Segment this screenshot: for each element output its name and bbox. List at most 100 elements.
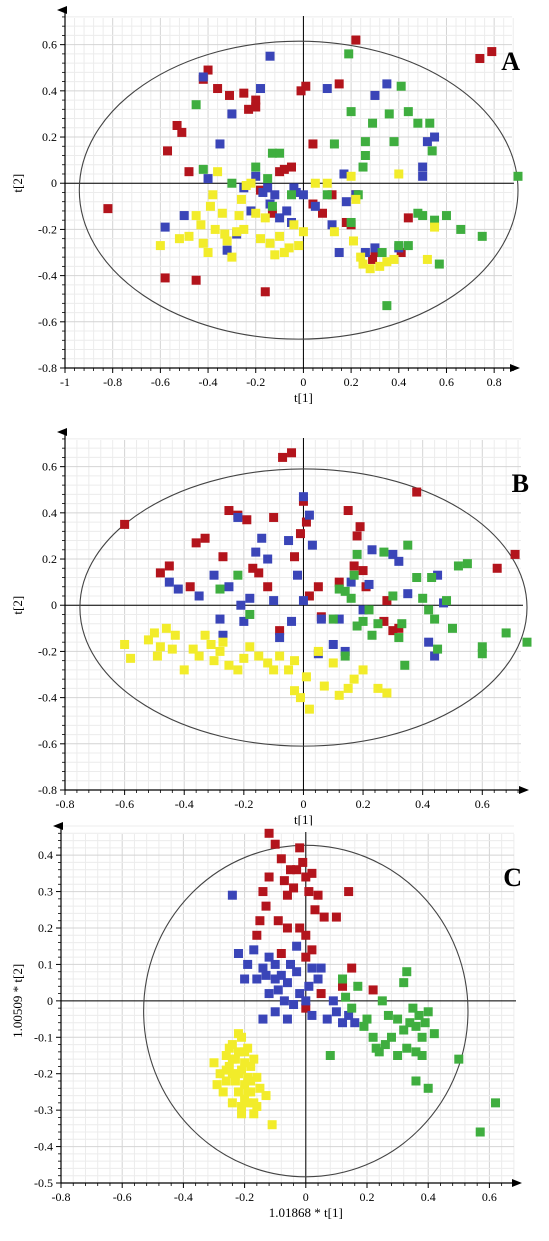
data-point <box>248 563 258 573</box>
data-point <box>251 208 261 218</box>
data-point <box>227 1069 237 1079</box>
data-point <box>227 252 237 262</box>
y-tick-label: -0.8 <box>38 361 57 375</box>
data-point <box>358 665 368 675</box>
data-point <box>298 190 308 200</box>
data-point <box>258 887 268 897</box>
x-tick-label: 0.4 <box>391 375 406 389</box>
data-point <box>501 628 511 638</box>
data-point <box>352 531 362 541</box>
x-tick-label: -0.2 <box>246 375 265 389</box>
data-point <box>167 644 177 654</box>
data-point <box>433 644 443 654</box>
data-point <box>212 1080 222 1090</box>
data-point <box>346 217 356 227</box>
data-point <box>273 916 283 926</box>
data-point <box>405 1018 415 1028</box>
data-point <box>367 545 377 555</box>
data-point <box>411 1076 421 1086</box>
data-point <box>203 248 213 258</box>
y-tick-label: -0.2 <box>34 1067 53 1081</box>
data-point <box>264 872 274 882</box>
data-point <box>184 167 194 177</box>
data-point <box>338 1018 348 1028</box>
data-point <box>298 496 308 506</box>
data-point <box>276 854 286 864</box>
data-point <box>347 963 357 973</box>
data-point <box>344 49 354 59</box>
data-point <box>358 605 368 615</box>
data-point <box>267 1120 277 1130</box>
data-point <box>295 923 305 933</box>
data-point <box>360 137 370 147</box>
y-tick-label: -0.2 <box>38 644 57 658</box>
data-point <box>373 683 383 693</box>
data-point <box>184 231 194 241</box>
series-red <box>252 828 378 1013</box>
data-point <box>368 118 378 128</box>
data-point <box>243 1098 253 1108</box>
data-point <box>295 529 305 539</box>
data-point <box>389 254 399 264</box>
data-point <box>456 224 466 234</box>
data-point <box>149 628 159 638</box>
data-point <box>287 616 297 626</box>
y-tick-label: 0.1 <box>38 957 53 971</box>
data-point <box>220 229 230 239</box>
data-point <box>284 243 294 253</box>
data-point <box>313 582 323 592</box>
data-point <box>237 1102 247 1111</box>
data-point <box>304 981 314 991</box>
data-point <box>477 642 487 652</box>
data-point <box>218 1087 228 1097</box>
data-point <box>338 981 348 991</box>
data-point <box>400 660 410 670</box>
data-point <box>380 1040 390 1050</box>
data-point <box>310 905 320 915</box>
data-point <box>267 201 277 211</box>
data-point <box>260 287 270 297</box>
data-point <box>382 596 392 606</box>
series-green <box>215 540 532 670</box>
data-point <box>424 637 434 647</box>
x-tick-label: 0.6 <box>475 797 490 811</box>
data-point <box>292 570 302 580</box>
data-point <box>360 248 370 258</box>
data-point <box>346 593 356 603</box>
panel-a: -1 -0.8 -0.6 -0.4 -0.2 0 0.2 0.4 0.6 0.8-0.8-0.6-… <box>10 6 523 405</box>
data-point <box>383 1010 393 1020</box>
data-point <box>413 208 423 218</box>
data-point <box>275 626 285 636</box>
data-point <box>261 970 271 980</box>
data-point <box>308 139 318 149</box>
data-point <box>120 639 130 649</box>
data-point <box>346 107 356 117</box>
data-point <box>287 448 297 458</box>
data-point <box>322 190 332 200</box>
data-point <box>292 967 302 977</box>
data-point <box>418 593 428 603</box>
y-tick-label: -0.6 <box>38 737 57 751</box>
data-point <box>254 568 264 578</box>
data-point <box>334 614 344 624</box>
data-point <box>269 596 279 606</box>
series-green <box>325 967 501 1137</box>
data-point <box>286 865 295 875</box>
data-point <box>298 596 308 606</box>
data-point <box>304 510 314 520</box>
data-point <box>396 248 406 258</box>
data-point <box>344 887 354 897</box>
data-point <box>343 683 353 693</box>
data-point <box>358 616 368 626</box>
data-point <box>215 646 225 656</box>
data-point <box>251 162 261 172</box>
y-axis-label: t[2] <box>10 596 25 615</box>
data-point <box>251 171 261 181</box>
data-point <box>370 248 380 258</box>
data-point <box>412 573 422 583</box>
y-axis-label: t[2] <box>10 174 25 193</box>
data-point <box>328 658 338 668</box>
data-point <box>270 1007 280 1017</box>
data-point <box>422 137 432 147</box>
data-point <box>246 206 256 216</box>
